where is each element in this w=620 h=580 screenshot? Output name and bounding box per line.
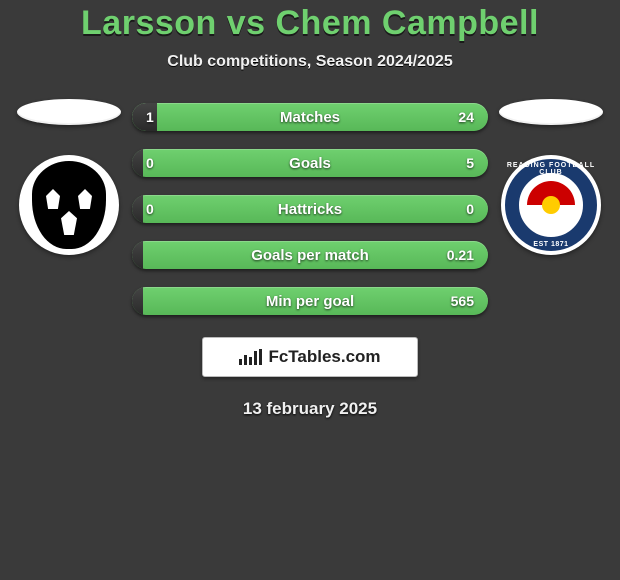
player-right-placeholder <box>499 99 603 125</box>
stat-label: Min per goal <box>132 287 488 315</box>
stat-label: Hattricks <box>132 195 488 223</box>
right-side: READING FOOTBALL CLUB EST 1871 <box>496 99 606 255</box>
stat-bar: Goals per match0.21 <box>132 241 488 269</box>
crest-ring-text: READING FOOTBALL CLUB EST 1871 <box>501 155 601 255</box>
stat-bar: 1Matches24 <box>132 103 488 131</box>
stat-label: Matches <box>132 103 488 131</box>
page-subtitle: Club competitions, Season 2024/2025 <box>0 53 620 71</box>
stat-bar: 0Hattricks0 <box>132 195 488 223</box>
date-label: 13 february 2025 <box>0 399 620 419</box>
stat-value-right: 565 <box>451 287 474 315</box>
page-title: Larsson vs Chem Campbell <box>0 4 620 43</box>
comparison-card: Larsson vs Chem Campbell Club competitio… <box>0 0 620 419</box>
player-left-placeholder <box>17 99 121 125</box>
stat-value-right: 5 <box>466 149 474 177</box>
source-badge[interactable]: FcTables.com <box>202 337 418 377</box>
bar-chart-icon <box>239 349 262 365</box>
stat-value-right: 24 <box>458 103 474 131</box>
stat-value-right: 0.21 <box>447 241 474 269</box>
club-crest-left <box>19 155 119 255</box>
left-side <box>14 99 124 255</box>
stat-label: Goals <box>132 149 488 177</box>
main-row: 1Matches240Goals50Hattricks0Goals per ma… <box>0 99 620 315</box>
stat-label: Goals per match <box>132 241 488 269</box>
source-label: FcTables.com <box>268 347 380 367</box>
stat-bars: 1Matches240Goals50Hattricks0Goals per ma… <box>132 99 488 315</box>
stat-bar: 0Goals5 <box>132 149 488 177</box>
shield-icon <box>32 161 106 249</box>
stat-value-right: 0 <box>466 195 474 223</box>
stat-bar: Min per goal565 <box>132 287 488 315</box>
club-crest-right: READING FOOTBALL CLUB EST 1871 <box>501 155 601 255</box>
